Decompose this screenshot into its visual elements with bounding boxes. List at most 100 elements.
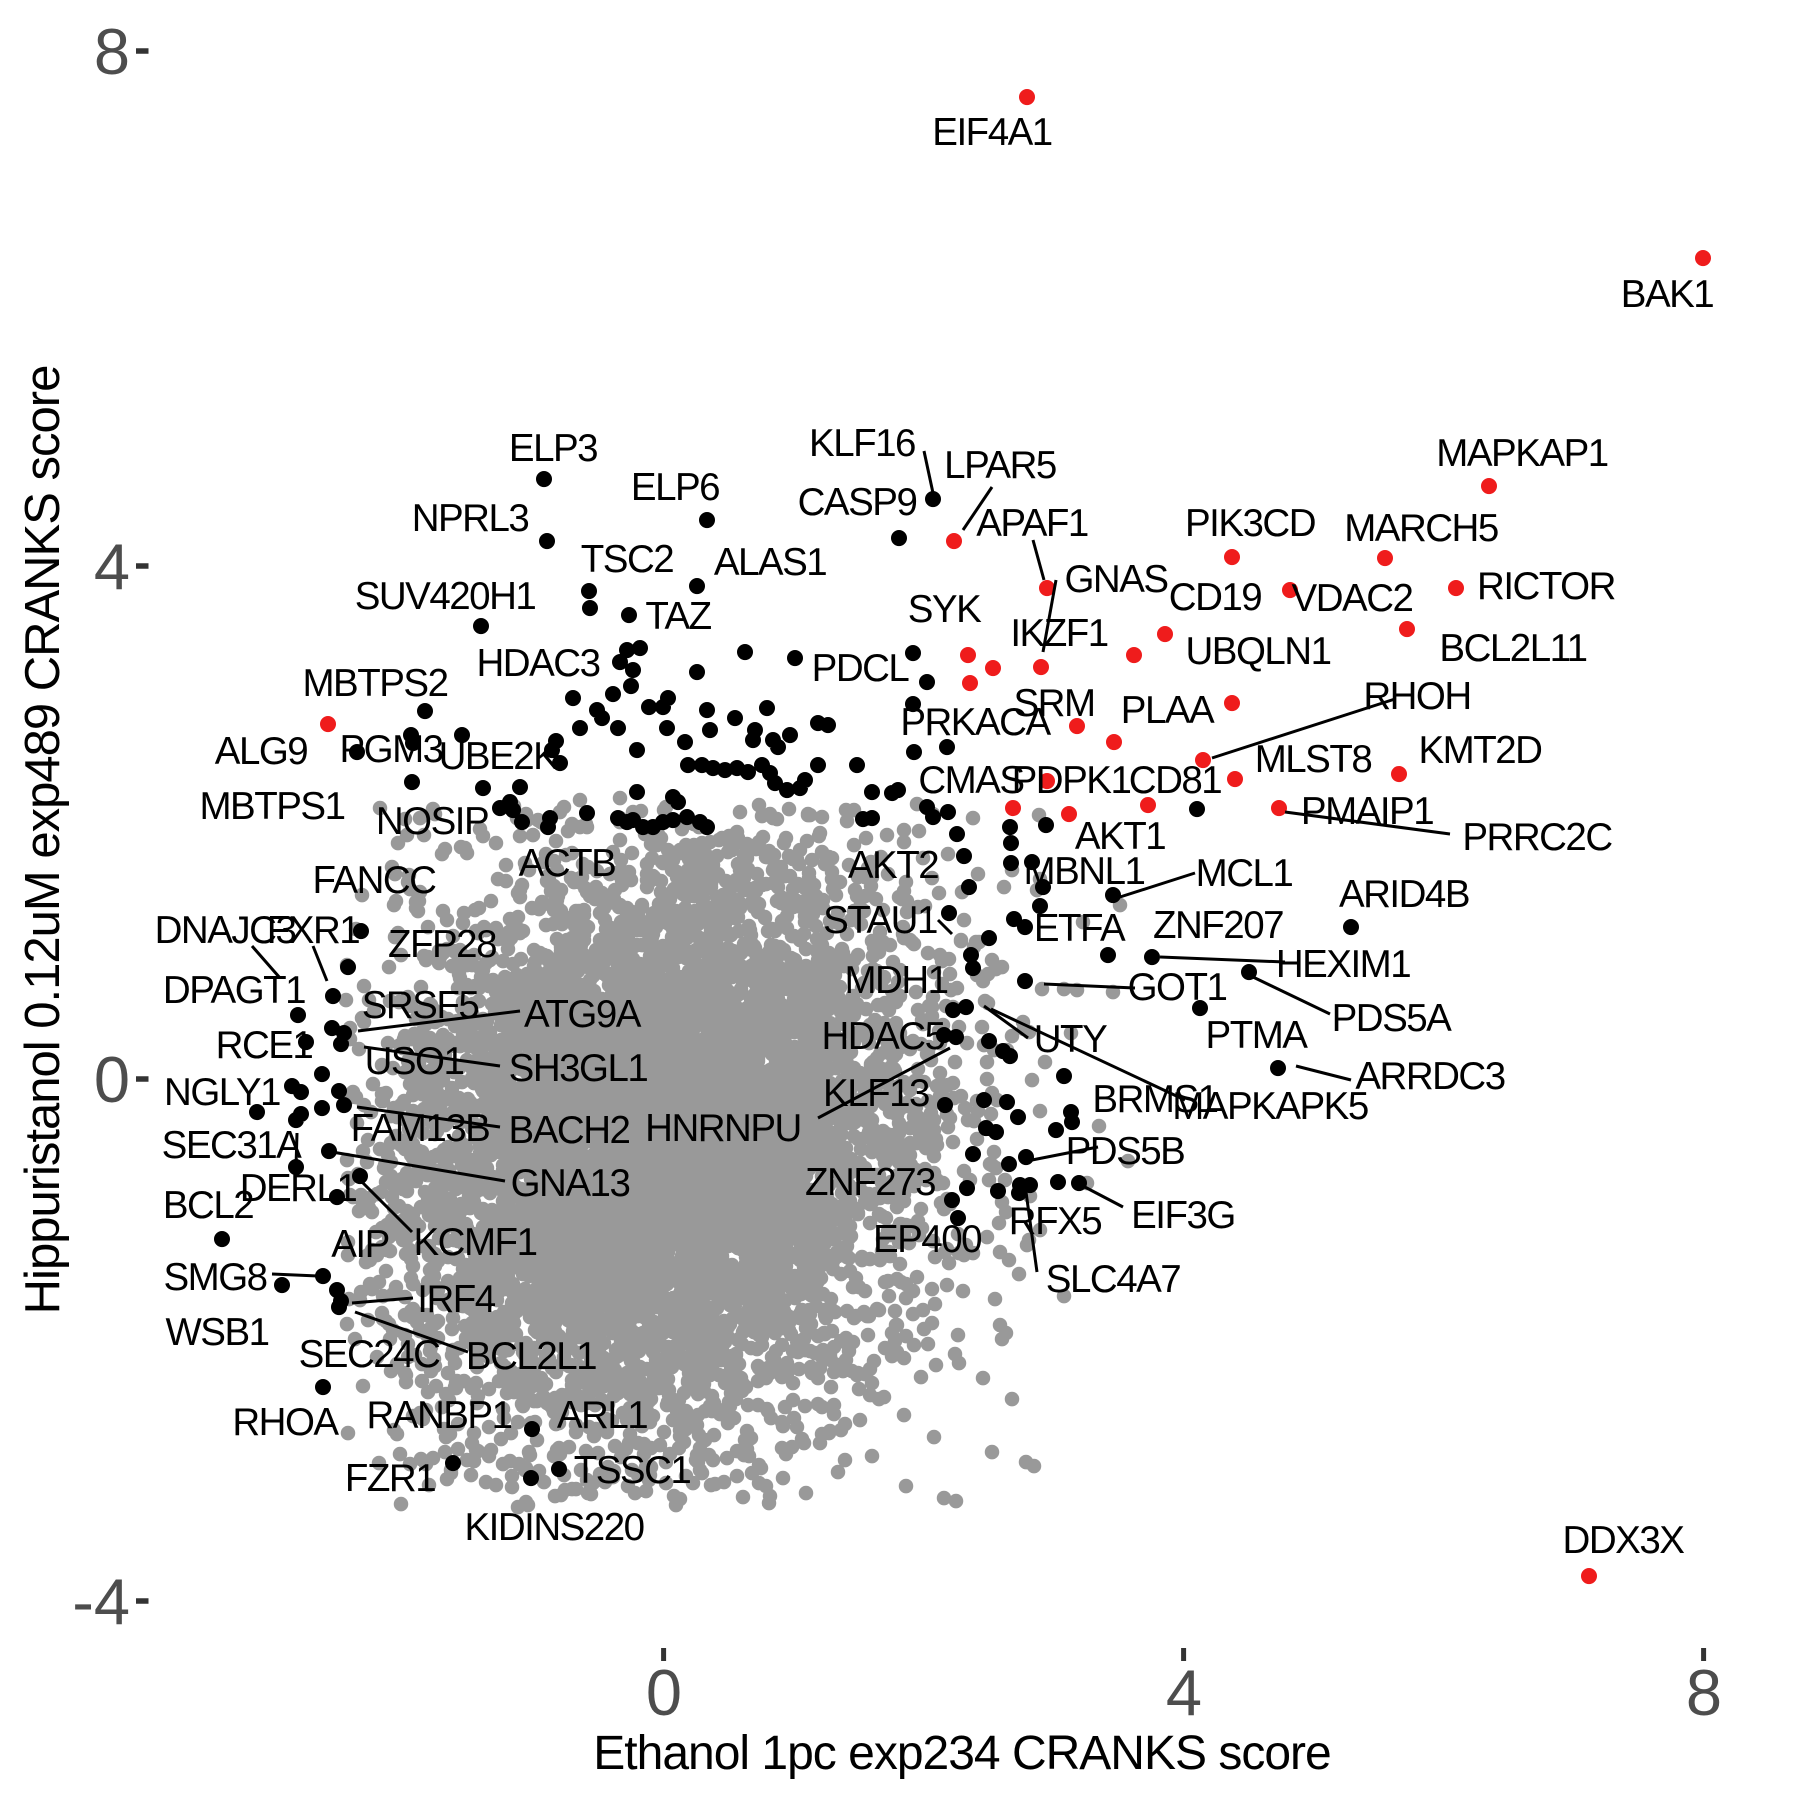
- svg-text:MCL1: MCL1: [1196, 852, 1293, 895]
- svg-text:DDX3X: DDX3X: [1563, 1519, 1685, 1562]
- svg-text:DPAGT1: DPAGT1: [163, 969, 305, 1012]
- svg-text:UBE2K: UBE2K: [439, 735, 560, 778]
- svg-text:PTMA: PTMA: [1206, 1014, 1309, 1057]
- svg-text:SEC24C: SEC24C: [299, 1333, 440, 1376]
- svg-text:SH3GL1: SH3GL1: [509, 1047, 648, 1090]
- svg-text:CASP9: CASP9: [798, 481, 917, 524]
- svg-text:BRMS1: BRMS1: [1092, 1078, 1217, 1121]
- svg-text:GOT1: GOT1: [1128, 966, 1227, 1009]
- svg-text:PRKACA: PRKACA: [900, 701, 1051, 744]
- svg-text:RHOA: RHOA: [232, 1401, 339, 1444]
- svg-text:PDCL: PDCL: [812, 647, 910, 690]
- svg-text:4: 4: [1166, 1656, 1202, 1729]
- svg-text:PDS5B: PDS5B: [1066, 1130, 1185, 1173]
- svg-text:RCE1: RCE1: [216, 1024, 313, 1067]
- svg-text:ARL1: ARL1: [557, 1394, 647, 1437]
- svg-text:PMAIP1: PMAIP1: [1301, 790, 1433, 833]
- svg-text:EP400: EP400: [873, 1218, 981, 1261]
- svg-text:MBNL1: MBNL1: [1024, 850, 1145, 893]
- svg-text:0: 0: [646, 1656, 682, 1729]
- svg-text:DERL1: DERL1: [240, 1167, 357, 1210]
- svg-text:KLF16: KLF16: [809, 422, 915, 465]
- svg-text:ALAS1: ALAS1: [714, 541, 826, 584]
- svg-text:AKT1: AKT1: [1075, 815, 1165, 858]
- svg-text:NGLY1: NGLY1: [164, 1071, 280, 1114]
- svg-text:KCMF1: KCMF1: [414, 1221, 537, 1264]
- svg-text:IRF4: IRF4: [417, 1278, 496, 1321]
- svg-text:APAF1: APAF1: [976, 502, 1088, 545]
- svg-text:USO1: USO1: [365, 1040, 464, 1083]
- svg-text:KLF13: KLF13: [823, 1072, 929, 1115]
- svg-text:HDAC3: HDAC3: [476, 642, 599, 685]
- svg-text:DNAJC3: DNAJC3: [155, 909, 296, 952]
- svg-text:PDPK1: PDPK1: [1012, 759, 1131, 802]
- svg-text:Ethanol 1pc exp234 CRANKS scor: Ethanol 1pc exp234 CRANKS score: [593, 1727, 1330, 1780]
- svg-text:BACH2: BACH2: [509, 1109, 630, 1152]
- svg-text:VDAC2: VDAC2: [1292, 577, 1413, 620]
- svg-text:TAZ: TAZ: [645, 595, 711, 638]
- svg-text:EIF3G: EIF3G: [1131, 1194, 1235, 1237]
- svg-text:ETFA: ETFA: [1034, 907, 1126, 950]
- svg-text:SYK: SYK: [908, 588, 982, 631]
- svg-text:ZNF207: ZNF207: [1153, 904, 1283, 947]
- svg-text:UBQLN1: UBQLN1: [1185, 630, 1330, 673]
- svg-text:8: 8: [94, 15, 130, 88]
- svg-text:MDH1: MDH1: [844, 959, 947, 1002]
- svg-text:SRSF5: SRSF5: [362, 984, 479, 1027]
- svg-text:SRM: SRM: [1013, 682, 1094, 725]
- svg-text:MAPKAP1: MAPKAP1: [1436, 432, 1607, 475]
- svg-text:WSB1: WSB1: [165, 1311, 268, 1354]
- svg-text:CD81: CD81: [1129, 759, 1222, 802]
- svg-text:GNAS: GNAS: [1064, 558, 1167, 601]
- svg-text:TSSC1: TSSC1: [574, 1449, 691, 1492]
- svg-text:BAK1: BAK1: [1621, 273, 1714, 316]
- svg-text:MBTPS2: MBTPS2: [302, 662, 447, 705]
- svg-text:PGM3: PGM3: [339, 728, 442, 771]
- svg-text:NOSIP: NOSIP: [376, 800, 488, 843]
- svg-text:FZR1: FZR1: [345, 1457, 435, 1500]
- svg-text:TSC2: TSC2: [581, 538, 674, 581]
- svg-text:ZFP28: ZFP28: [388, 923, 496, 966]
- svg-text:4: 4: [94, 530, 130, 603]
- svg-text:PDS5A: PDS5A: [1332, 997, 1453, 1040]
- svg-text:BCL2L11: BCL2L11: [1439, 627, 1586, 670]
- svg-text:IKZF1: IKZF1: [1010, 612, 1107, 655]
- svg-text:EIF4A1: EIF4A1: [932, 111, 1051, 154]
- svg-text:HNRNPU: HNRNPU: [645, 1107, 801, 1150]
- svg-text:ALG9: ALG9: [215, 730, 308, 773]
- svg-text:CD19: CD19: [1169, 576, 1262, 619]
- svg-text:RANBP1: RANBP1: [366, 1394, 511, 1437]
- svg-text:RHOH: RHOH: [1363, 675, 1470, 718]
- svg-text:-4: -4: [72, 1565, 130, 1638]
- svg-text:ELP3: ELP3: [509, 427, 597, 470]
- svg-text:MBTPS1: MBTPS1: [199, 785, 344, 828]
- svg-text:8: 8: [1686, 1656, 1722, 1729]
- svg-text:ARRDC3: ARRDC3: [1355, 1055, 1504, 1098]
- svg-text:MARCH5: MARCH5: [1344, 507, 1498, 550]
- svg-text:ZNF273: ZNF273: [805, 1161, 935, 1204]
- svg-text:PRRC2C: PRRC2C: [1462, 816, 1612, 859]
- svg-text:AKT2: AKT2: [848, 844, 938, 887]
- svg-text:AIP: AIP: [331, 1223, 389, 1266]
- svg-text:ATG9A: ATG9A: [524, 993, 642, 1036]
- svg-text:FANCC: FANCC: [313, 859, 437, 902]
- svg-text:MLST8: MLST8: [1255, 738, 1372, 781]
- svg-text:SMG8: SMG8: [163, 1256, 266, 1299]
- svg-text:HEXIM1: HEXIM1: [1276, 943, 1410, 986]
- svg-text:BCL2: BCL2: [163, 1184, 253, 1227]
- svg-text:ARID4B: ARID4B: [1339, 873, 1469, 916]
- svg-text:0: 0: [94, 1043, 130, 1116]
- svg-text:PLAA: PLAA: [1121, 689, 1215, 732]
- svg-text:CMAS: CMAS: [918, 759, 1023, 802]
- svg-text:KIDINS220: KIDINS220: [464, 1506, 643, 1549]
- svg-text:RICTOR: RICTOR: [1477, 565, 1616, 608]
- svg-text:GNA13: GNA13: [511, 1162, 630, 1205]
- svg-text:SEC31A: SEC31A: [162, 1124, 302, 1167]
- svg-text:ACTB: ACTB: [519, 842, 616, 885]
- svg-text:ELP6: ELP6: [631, 466, 719, 509]
- svg-text:FAM13B: FAM13B: [351, 1107, 490, 1150]
- svg-text:SUV420H1: SUV420H1: [355, 575, 536, 618]
- svg-text:STAU1: STAU1: [823, 899, 937, 942]
- svg-text:HDAC5: HDAC5: [821, 1015, 944, 1058]
- svg-text:BCL2L1: BCL2L1: [466, 1335, 596, 1378]
